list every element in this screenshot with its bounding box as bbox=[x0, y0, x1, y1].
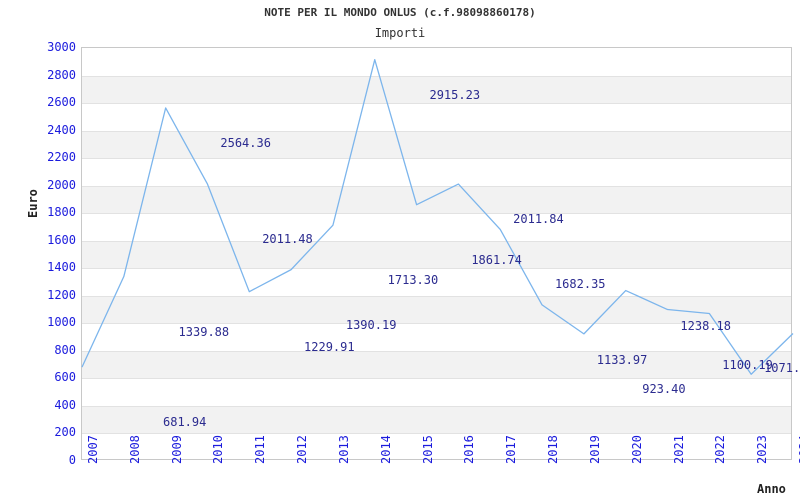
plot-band bbox=[82, 130, 791, 159]
x-axis-tick-2011: 2011 bbox=[241, 435, 267, 503]
x-axis-tick-2017: 2017 bbox=[492, 435, 518, 503]
plot-bands bbox=[82, 48, 791, 459]
gridline bbox=[82, 323, 791, 325]
y-axis-tick-label: 3000 bbox=[47, 40, 76, 54]
y-axis-ticks: 3000 2800 2600 2400 2200 2000 1800 1600 1400 1200… bbox=[0, 41, 76, 466]
x-axis-tick-2007: 2007 bbox=[74, 435, 100, 503]
gridline bbox=[82, 158, 791, 160]
y-axis-tick-label: 2400 bbox=[47, 122, 76, 137]
x-axis-tick-2008: 2008 bbox=[116, 435, 142, 503]
x-axis-tick-2020: 2020 bbox=[618, 435, 644, 503]
y-axis-tick-label: 1200 bbox=[47, 287, 76, 302]
y-axis-tick-label: 600 bbox=[54, 370, 76, 385]
x-axis-tick-2010: 2010 bbox=[199, 435, 225, 503]
x-axis-tick-label: 2016 bbox=[462, 435, 477, 464]
x-axis-tick-label: 2011 bbox=[253, 435, 268, 464]
gridline bbox=[82, 350, 791, 352]
x-axis-tick-label: 2012 bbox=[295, 435, 310, 464]
gridline bbox=[82, 185, 791, 187]
x-axis-tick-label: 2017 bbox=[504, 435, 519, 464]
x-axis-label: Anno bbox=[757, 482, 786, 496]
x-axis-tick-label: 2020 bbox=[629, 435, 644, 464]
gridline bbox=[82, 240, 791, 242]
x-axis-tick-2015: 2015 bbox=[409, 435, 435, 503]
x-axis-tick-2009: 2009 bbox=[158, 435, 184, 503]
gridline bbox=[82, 378, 791, 380]
x-axis-tick-label: 2010 bbox=[211, 435, 226, 464]
chart-title: NOTE PER IL MONDO ONLUS (c.f.98098860178… bbox=[264, 6, 536, 19]
plot-band bbox=[82, 185, 791, 214]
x-axis-tick-2014: 2014 bbox=[367, 435, 393, 503]
y-axis-tick-label: 2800 bbox=[47, 67, 76, 82]
x-axis-tick-label: 2022 bbox=[713, 435, 728, 464]
y-axis-tick-label: 1600 bbox=[47, 232, 76, 247]
y-axis-tick-label: 2200 bbox=[47, 150, 76, 165]
plot-area bbox=[81, 47, 792, 460]
x-axis-tick-2022: 2022 bbox=[701, 435, 727, 503]
x-axis-tick-2021: 2021 bbox=[660, 435, 686, 503]
y-axis-tick-label: 2000 bbox=[47, 177, 76, 192]
x-axis-tick-2013: 2013 bbox=[325, 435, 351, 503]
x-axis-tick-label: 2018 bbox=[546, 435, 561, 464]
x-axis-tick-label: 2013 bbox=[336, 435, 351, 464]
y-axis-tick-label: 200 bbox=[54, 425, 76, 440]
gridline bbox=[82, 75, 791, 77]
y-axis-tick-label: 1000 bbox=[47, 315, 76, 330]
gridline bbox=[82, 268, 791, 270]
x-axis-tick-2012: 2012 bbox=[283, 435, 309, 503]
y-axis-tick-label: 1800 bbox=[47, 205, 76, 220]
x-axis-tick-label: 2023 bbox=[755, 435, 770, 464]
x-axis-tick-2024: 2024 bbox=[785, 435, 800, 503]
y-axis-tick-label: 400 bbox=[54, 397, 76, 412]
plot-band bbox=[82, 350, 791, 379]
x-axis-tick-2023: 2023 bbox=[743, 435, 769, 503]
x-axis-tick-label: 2008 bbox=[127, 435, 142, 464]
gridline bbox=[82, 213, 791, 215]
gridline bbox=[82, 405, 791, 407]
x-axis-tick-label: 2007 bbox=[86, 435, 100, 464]
y-axis-tick-label: 1400 bbox=[47, 260, 76, 275]
y-axis-tick-label: 2600 bbox=[47, 95, 76, 110]
plot-band bbox=[82, 240, 791, 269]
x-axis-tick-label: 2015 bbox=[420, 435, 435, 464]
series-line-importi bbox=[82, 48, 793, 461]
gridline bbox=[82, 433, 791, 435]
gridline bbox=[82, 295, 791, 297]
y-axis-tick-label: 800 bbox=[54, 342, 76, 357]
plot-band bbox=[82, 75, 791, 104]
y-axis-tick-label: 0 bbox=[68, 453, 76, 467]
x-axis-tick-label: 2019 bbox=[587, 435, 602, 464]
x-axis-tick-2018: 2018 bbox=[534, 435, 560, 503]
gridline bbox=[82, 130, 791, 132]
x-axis-tick-label: 2009 bbox=[169, 435, 184, 464]
x-axis-tick-label: 2021 bbox=[671, 435, 686, 464]
x-axis-ticks: 2007 2008 2009 2010 2011 2012 2013 2014 2015 2016… bbox=[81, 435, 800, 503]
chart-subtitle: Importi bbox=[374, 26, 426, 40]
series-path bbox=[82, 60, 793, 375]
x-axis-tick-label: 2014 bbox=[378, 435, 393, 464]
x-axis-tick-2019: 2019 bbox=[576, 435, 602, 503]
plot-band bbox=[82, 405, 791, 434]
x-axis-tick-2016: 2016 bbox=[450, 435, 476, 503]
gridline bbox=[82, 103, 791, 105]
